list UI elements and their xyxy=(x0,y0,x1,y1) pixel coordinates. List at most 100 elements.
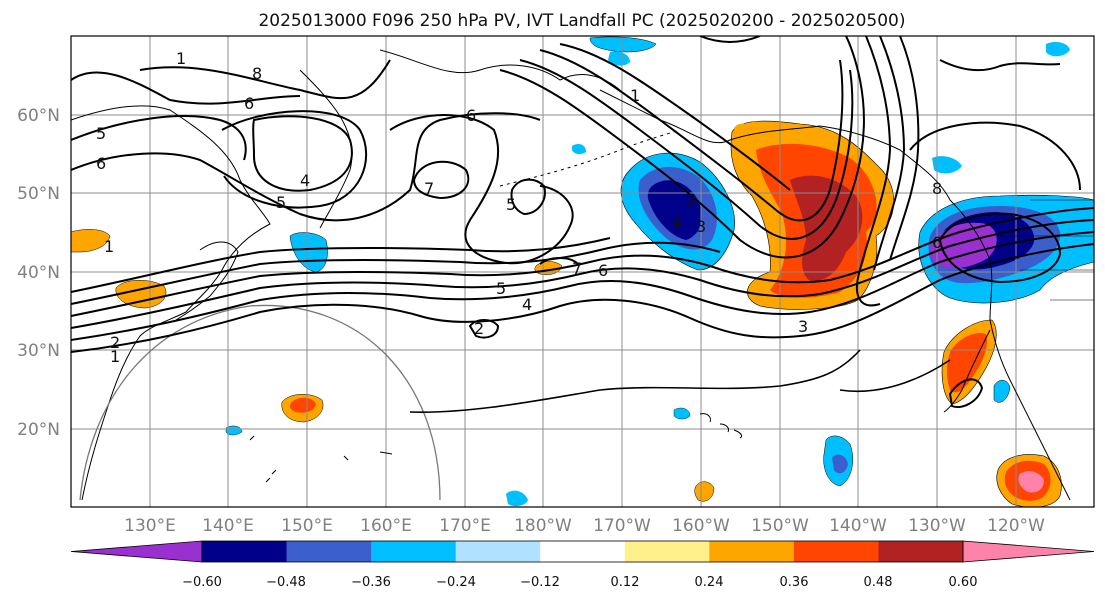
colorbar-tick-label: 0.24 xyxy=(695,575,724,590)
contour-label: 4 xyxy=(672,213,682,232)
map-panel: 1 8 6 5 6 4 5 6 7 5 1 2 4 3 7 6 5 4 2 3 … xyxy=(71,36,1094,507)
pv-contour-jet-6 xyxy=(71,237,611,293)
negative-anomaly-canada xyxy=(1046,42,1070,57)
colorbar-tick-label: −0.36 xyxy=(351,575,391,590)
lon-label: 170°W xyxy=(593,516,651,536)
lat-label: 20°N xyxy=(17,420,60,440)
negative-anomaly-subtropics-core xyxy=(832,454,848,474)
coast-north-america xyxy=(949,199,1071,501)
pv-contour-cutoff-low xyxy=(938,212,1062,284)
contour-label: 6 xyxy=(466,106,476,125)
colorbar-swatch xyxy=(286,541,372,562)
negative-anomaly-central-core xyxy=(647,180,702,240)
pv-contour-6-west xyxy=(71,71,301,105)
contour-label: 7 xyxy=(572,259,582,278)
contour-label: 2 xyxy=(686,191,696,210)
pv-contour-8-ring-east xyxy=(909,121,1081,191)
negative-anomaly-bering xyxy=(608,51,630,66)
colorbar-swatch xyxy=(709,541,795,562)
lon-label: 170°E xyxy=(439,516,491,536)
pv-contour-trough-3 xyxy=(539,49,844,222)
contour-label: 8 xyxy=(932,179,942,198)
pv-contour-4-ring xyxy=(252,115,353,192)
lon-label: 150°E xyxy=(281,516,333,536)
negative-anomaly-bc xyxy=(932,156,962,174)
graticule xyxy=(71,36,1094,507)
contour-label: 5 xyxy=(276,193,286,212)
pv-contour-baja-ring xyxy=(948,378,984,408)
pv-contour-trough-1 xyxy=(499,36,865,259)
lon-label: 140°E xyxy=(202,516,254,536)
longitude-labels: 130°E 140°E 150°E 160°E 170°E 180°W 170°… xyxy=(124,516,1045,536)
coast-siberia xyxy=(379,49,621,91)
pv-contour-5-west xyxy=(71,115,247,161)
colorbar-swatch xyxy=(624,541,710,562)
pv-contour-7-ring xyxy=(412,160,470,200)
positive-anomaly-subtropics-core xyxy=(1018,471,1044,493)
contour-label: 5 xyxy=(496,279,506,298)
lat-label: 30°N xyxy=(17,341,60,361)
lat-label: 60°N xyxy=(17,106,60,126)
colorbar-tick-label: 0.12 xyxy=(611,575,640,590)
colorbar-ticks: −0.60 −0.48 −0.36 −0.24 −0.12 0.12 0.24 … xyxy=(182,575,977,590)
colorbar-frame xyxy=(201,540,964,563)
lon-label: 180°W xyxy=(514,516,572,536)
colorbar-swatch xyxy=(371,541,457,562)
contour-label: 4 xyxy=(522,295,532,314)
pv-contour-ridge-east-2 xyxy=(873,36,906,271)
colorbar-swatch xyxy=(202,541,288,562)
contour-label: 1 xyxy=(176,49,186,68)
latitude-labels: 60°N 50°N 40°N 30°N 20°N xyxy=(17,106,60,440)
positive-anomaly-asia xyxy=(71,229,111,253)
pv-contour-canada xyxy=(939,59,1061,72)
pv-contour-trough-4 xyxy=(559,43,791,191)
contour-label: 8 xyxy=(252,64,262,83)
colorbar-extension-low xyxy=(70,540,203,563)
colorbar-swatches xyxy=(70,540,1095,563)
colorbar-tick-label: −0.48 xyxy=(266,575,306,590)
pv-contour-5-small-ring xyxy=(510,178,546,216)
colorbar-swatch xyxy=(540,541,626,562)
colorbar-tick-label: 0.48 xyxy=(864,575,893,590)
colorbar-swatch xyxy=(793,541,879,562)
lon-label: 160°W xyxy=(672,516,730,536)
colorbar-tick-label: 0.36 xyxy=(780,575,809,590)
pv-contour-2-ring xyxy=(468,319,500,339)
contour-label: 1 xyxy=(110,347,120,366)
positive-anomaly-baja-inner xyxy=(947,332,988,393)
colorbar-extension-high xyxy=(962,540,1095,563)
lon-label: 120°W xyxy=(987,516,1045,536)
pv-contour-jet-5 xyxy=(71,241,721,305)
contour-label: 1 xyxy=(630,86,640,105)
pv-contours xyxy=(71,36,1094,413)
map-frame xyxy=(70,35,1095,508)
negative-anomaly-spot xyxy=(506,490,528,507)
contour-label: 6 xyxy=(96,154,106,173)
colorbar: −0.60 −0.48 −0.36 −0.24 −0.12 0.12 0.24 … xyxy=(70,540,1095,590)
pv-contour-ridge-east-3 xyxy=(889,36,920,261)
contour-label: 6 xyxy=(932,233,942,252)
contour-labels: 1 8 6 5 6 4 5 6 7 5 1 2 4 3 7 6 5 4 2 3 … xyxy=(96,49,942,366)
negative-anomaly-arctic xyxy=(589,36,657,53)
lon-label: 140°W xyxy=(829,516,887,536)
colorbar-tick-label: 0.60 xyxy=(949,575,978,590)
colorbar-tick-label: −0.12 xyxy=(520,575,560,590)
contour-label: 7 xyxy=(424,179,434,198)
pv-contour-5-mid xyxy=(389,114,574,265)
pv-contour-8-north xyxy=(139,59,391,100)
state-borders xyxy=(1000,199,1094,301)
positive-anomaly-central-core xyxy=(790,175,863,282)
pv-contour-subtrop xyxy=(409,349,861,413)
shaded-anomalies xyxy=(71,36,1094,507)
colorbar-swatch xyxy=(878,541,964,562)
pv-contour-6-wide xyxy=(71,112,541,222)
positive-anomaly-west-pacific-core xyxy=(289,397,316,413)
lon-label: 150°W xyxy=(751,516,809,536)
lon-label: 160°E xyxy=(360,516,412,536)
contour-label: 4 xyxy=(300,171,310,190)
lat-label: 50°N xyxy=(17,184,60,204)
coast-baja xyxy=(943,329,991,413)
contour-label: 5 xyxy=(506,195,516,214)
colorbar-tick-label: −0.24 xyxy=(436,575,476,590)
